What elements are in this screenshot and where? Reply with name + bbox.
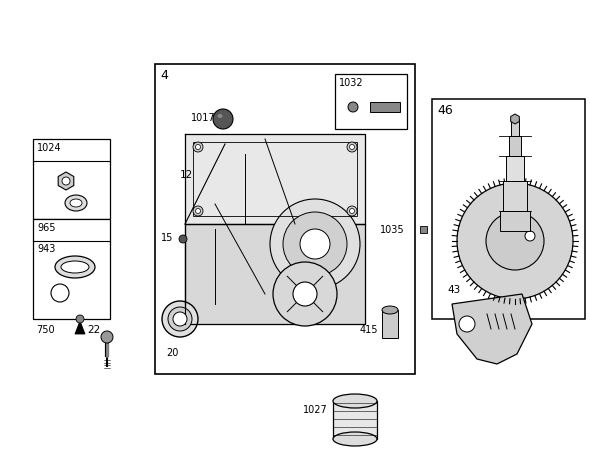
- Circle shape: [195, 209, 201, 214]
- Ellipse shape: [218, 115, 222, 119]
- Ellipse shape: [65, 196, 87, 212]
- Bar: [382, 310, 398, 338]
- Ellipse shape: [61, 262, 89, 274]
- Polygon shape: [58, 173, 74, 190]
- Ellipse shape: [70, 200, 82, 207]
- Bar: [335, 75, 407, 130]
- Circle shape: [347, 207, 357, 217]
- Text: 750: 750: [36, 325, 55, 334]
- Polygon shape: [185, 134, 365, 224]
- Circle shape: [283, 213, 347, 276]
- Bar: [155, 65, 415, 374]
- Text: 415: 415: [360, 325, 379, 334]
- Circle shape: [195, 145, 201, 150]
- Circle shape: [101, 331, 113, 343]
- Text: 1032: 1032: [339, 78, 363, 88]
- Polygon shape: [503, 182, 527, 212]
- Ellipse shape: [333, 432, 377, 446]
- Bar: [33, 140, 110, 219]
- Text: 46: 46: [437, 104, 453, 117]
- Text: 965: 965: [37, 223, 55, 233]
- Circle shape: [76, 315, 84, 323]
- Circle shape: [213, 110, 233, 130]
- Ellipse shape: [55, 257, 95, 279]
- Bar: [33, 219, 110, 319]
- Polygon shape: [370, 103, 400, 113]
- Text: 22: 22: [87, 325, 100, 334]
- Bar: [193, 143, 357, 217]
- Bar: [420, 226, 427, 234]
- Text: 12: 12: [180, 170, 194, 179]
- Circle shape: [162, 302, 198, 337]
- Circle shape: [270, 200, 360, 289]
- Circle shape: [179, 235, 187, 243]
- Text: 1027: 1027: [303, 404, 328, 414]
- Text: 943: 943: [37, 243, 55, 253]
- Circle shape: [62, 178, 70, 185]
- Circle shape: [173, 312, 187, 326]
- Polygon shape: [511, 115, 519, 125]
- Circle shape: [349, 209, 355, 214]
- Polygon shape: [185, 224, 365, 325]
- Text: 1017: 1017: [191, 113, 215, 123]
- Circle shape: [349, 145, 355, 150]
- Polygon shape: [452, 294, 532, 364]
- Text: 1024: 1024: [37, 143, 61, 153]
- Circle shape: [486, 213, 544, 270]
- Text: eReplacementParts.com: eReplacementParts.com: [185, 220, 405, 239]
- Bar: [333, 401, 377, 439]
- Polygon shape: [75, 321, 85, 334]
- Ellipse shape: [382, 306, 398, 314]
- Text: 20: 20: [166, 347, 178, 357]
- Circle shape: [348, 103, 358, 113]
- Polygon shape: [500, 212, 530, 231]
- Polygon shape: [511, 120, 519, 137]
- Circle shape: [273, 263, 337, 326]
- Text: 1035: 1035: [380, 224, 405, 235]
- Circle shape: [193, 207, 203, 217]
- Circle shape: [347, 143, 357, 153]
- Bar: [432, 100, 585, 319]
- Ellipse shape: [333, 394, 377, 408]
- Circle shape: [459, 316, 475, 332]
- Circle shape: [525, 231, 535, 241]
- Circle shape: [193, 143, 203, 153]
- Text: 43: 43: [447, 285, 460, 294]
- Circle shape: [168, 308, 192, 331]
- Circle shape: [300, 230, 330, 259]
- Polygon shape: [506, 157, 524, 182]
- Circle shape: [293, 282, 317, 306]
- Text: 4: 4: [160, 69, 168, 82]
- Text: 15: 15: [161, 233, 173, 242]
- Polygon shape: [509, 137, 521, 157]
- Circle shape: [457, 184, 573, 299]
